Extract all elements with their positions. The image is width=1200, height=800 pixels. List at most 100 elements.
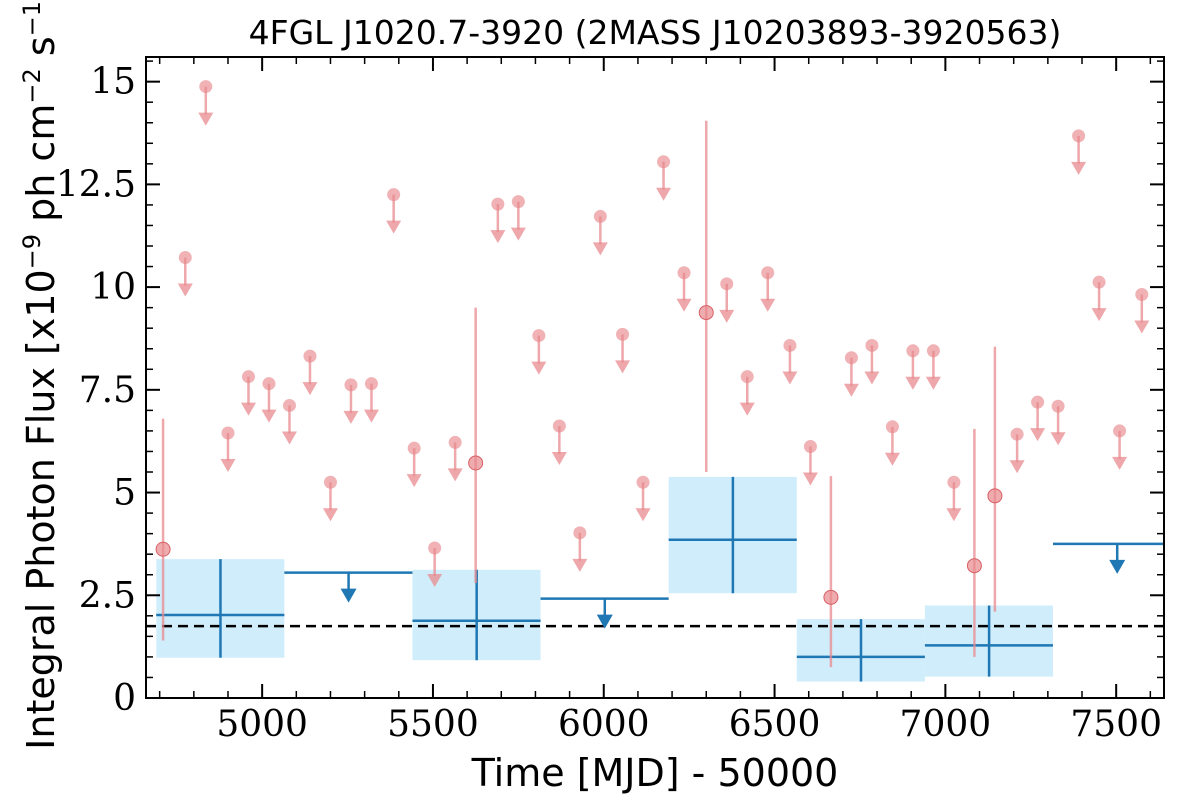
upper-limit-arrow [676, 298, 692, 312]
upper-limit-marker [282, 398, 296, 412]
y-axis-label-exponent: −9 [18, 234, 46, 269]
detection-marker [155, 541, 171, 557]
chart-title: 4FGL J1020.7-3920 (2MASS J10203893-39205… [249, 13, 1062, 52]
upper-limit-marker [783, 338, 797, 352]
detection-marker [987, 488, 1003, 504]
upper-limit-arrow [447, 468, 463, 482]
upper-limit-arrow [261, 409, 277, 423]
upper-limit-marker [593, 209, 607, 223]
upper-limit-marker [199, 80, 213, 94]
upper-limit-marker [344, 378, 358, 392]
upper-limit-arrow [1071, 161, 1087, 175]
bin-upper-limit-arrow [596, 614, 613, 629]
x-tick-label: 6000 [558, 704, 650, 745]
y-tick-label: 15 [90, 62, 136, 103]
upper-limit-arrow [782, 371, 798, 385]
upper-limit-arrow [490, 230, 506, 244]
upper-limit-arrow [925, 376, 941, 390]
upper-limit-marker [428, 541, 442, 555]
upper-limit-marker [573, 526, 587, 540]
detection-marker [468, 455, 484, 471]
upper-limit-arrow [322, 508, 338, 522]
y-axis-label-exponent: −2 [18, 68, 46, 103]
upper-limit-arrow [1134, 320, 1150, 334]
bin-upper-limit-arrow [340, 588, 357, 603]
x-tick-label: 5000 [216, 704, 308, 745]
y-tick-label: 2.5 [79, 575, 136, 616]
detection-marker [698, 305, 714, 321]
plot-area [146, 80, 1164, 682]
y-tick-label: 12.5 [56, 164, 136, 205]
upper-limit-marker [221, 426, 235, 440]
upper-limit-arrow [302, 382, 318, 396]
y-tick-label: 7.5 [79, 370, 136, 411]
upper-limit-marker [865, 338, 879, 352]
upper-limit-marker [387, 188, 401, 202]
upper-limit-arrow [864, 371, 880, 385]
upper-limit-arrow [363, 409, 379, 423]
upper-limit-arrow [760, 298, 776, 312]
upper-limit-marker [761, 266, 775, 280]
upper-limit-marker [178, 251, 192, 265]
y-axis-label-exponent: −1 [18, 1, 46, 36]
upper-limit-arrow [531, 361, 547, 375]
upper-limit-arrow [220, 458, 236, 472]
upper-limit-marker [532, 329, 546, 343]
y-axis-label-part: s [19, 36, 63, 68]
detection-marker [823, 589, 839, 605]
x-axis-label: Time [MJD] - 50000 [471, 751, 839, 795]
upper-limit-marker [636, 475, 650, 489]
upper-limit-arrow [551, 451, 567, 465]
upper-limit-arrow [884, 452, 900, 466]
plot-marks [146, 80, 1164, 682]
upper-limit-arrow [1050, 432, 1066, 446]
upper-limit-arrow [843, 383, 859, 397]
upper-limit-marker [1010, 427, 1024, 441]
upper-limit-arrow [1030, 428, 1046, 442]
upper-limit-arrow [198, 112, 214, 126]
upper-limit-marker [407, 441, 421, 455]
upper-limit-arrow [406, 474, 422, 488]
upper-limit-marker [323, 475, 337, 489]
upper-limit-marker [552, 419, 566, 433]
upper-limit-marker [1135, 287, 1149, 301]
detection-marker [966, 558, 982, 574]
upper-limit-arrow [240, 402, 256, 416]
y-axis-label: Integral Photon Flux [x10−9 ph cm−2 s−1] [18, 0, 63, 750]
upper-limit-marker [740, 370, 754, 384]
upper-limit-marker [241, 370, 255, 384]
y-tick-label: 10 [90, 267, 136, 308]
upper-limit-marker [303, 349, 317, 363]
upper-limit-arrow [343, 410, 359, 424]
upper-limit-arrow [281, 431, 297, 445]
upper-limit-arrow [510, 227, 526, 241]
upper-limit-arrow [1112, 456, 1128, 470]
upper-limit-arrow [572, 558, 588, 572]
axes: 5000 5500 6000 6500 7000 7500 0 2.5 5 7.5 10 12.5 15 [56, 57, 1164, 745]
upper-limit-arrow [739, 402, 755, 416]
upper-limit-marker [906, 344, 920, 358]
upper-limit-arrow [946, 508, 962, 522]
upper-limit-marker [926, 344, 940, 358]
x-tick-label: 6500 [729, 704, 821, 745]
y-axis-label-part: ] [19, 0, 63, 1]
upper-limit-marker [491, 197, 505, 211]
upper-limit-marker [657, 155, 671, 169]
upper-limit-arrow [656, 187, 672, 201]
y-tick-label: 0 [113, 678, 136, 719]
upper-limit-marker [1072, 129, 1086, 143]
upper-limit-marker [1092, 275, 1106, 289]
upper-limit-marker [1031, 395, 1045, 409]
upper-limit-marker [364, 377, 378, 391]
upper-limit-arrow [635, 508, 651, 522]
upper-limit-arrow [802, 472, 818, 486]
upper-limit-marker [511, 195, 525, 209]
upper-limit-arrow [615, 360, 631, 374]
upper-limit-arrow [905, 376, 921, 390]
x-tick-label: 5500 [387, 704, 479, 745]
x-tick-label: 7000 [900, 704, 992, 745]
upper-limit-marker [720, 277, 734, 291]
plot-frame [145, 56, 1165, 699]
upper-limit-arrow [177, 283, 193, 297]
